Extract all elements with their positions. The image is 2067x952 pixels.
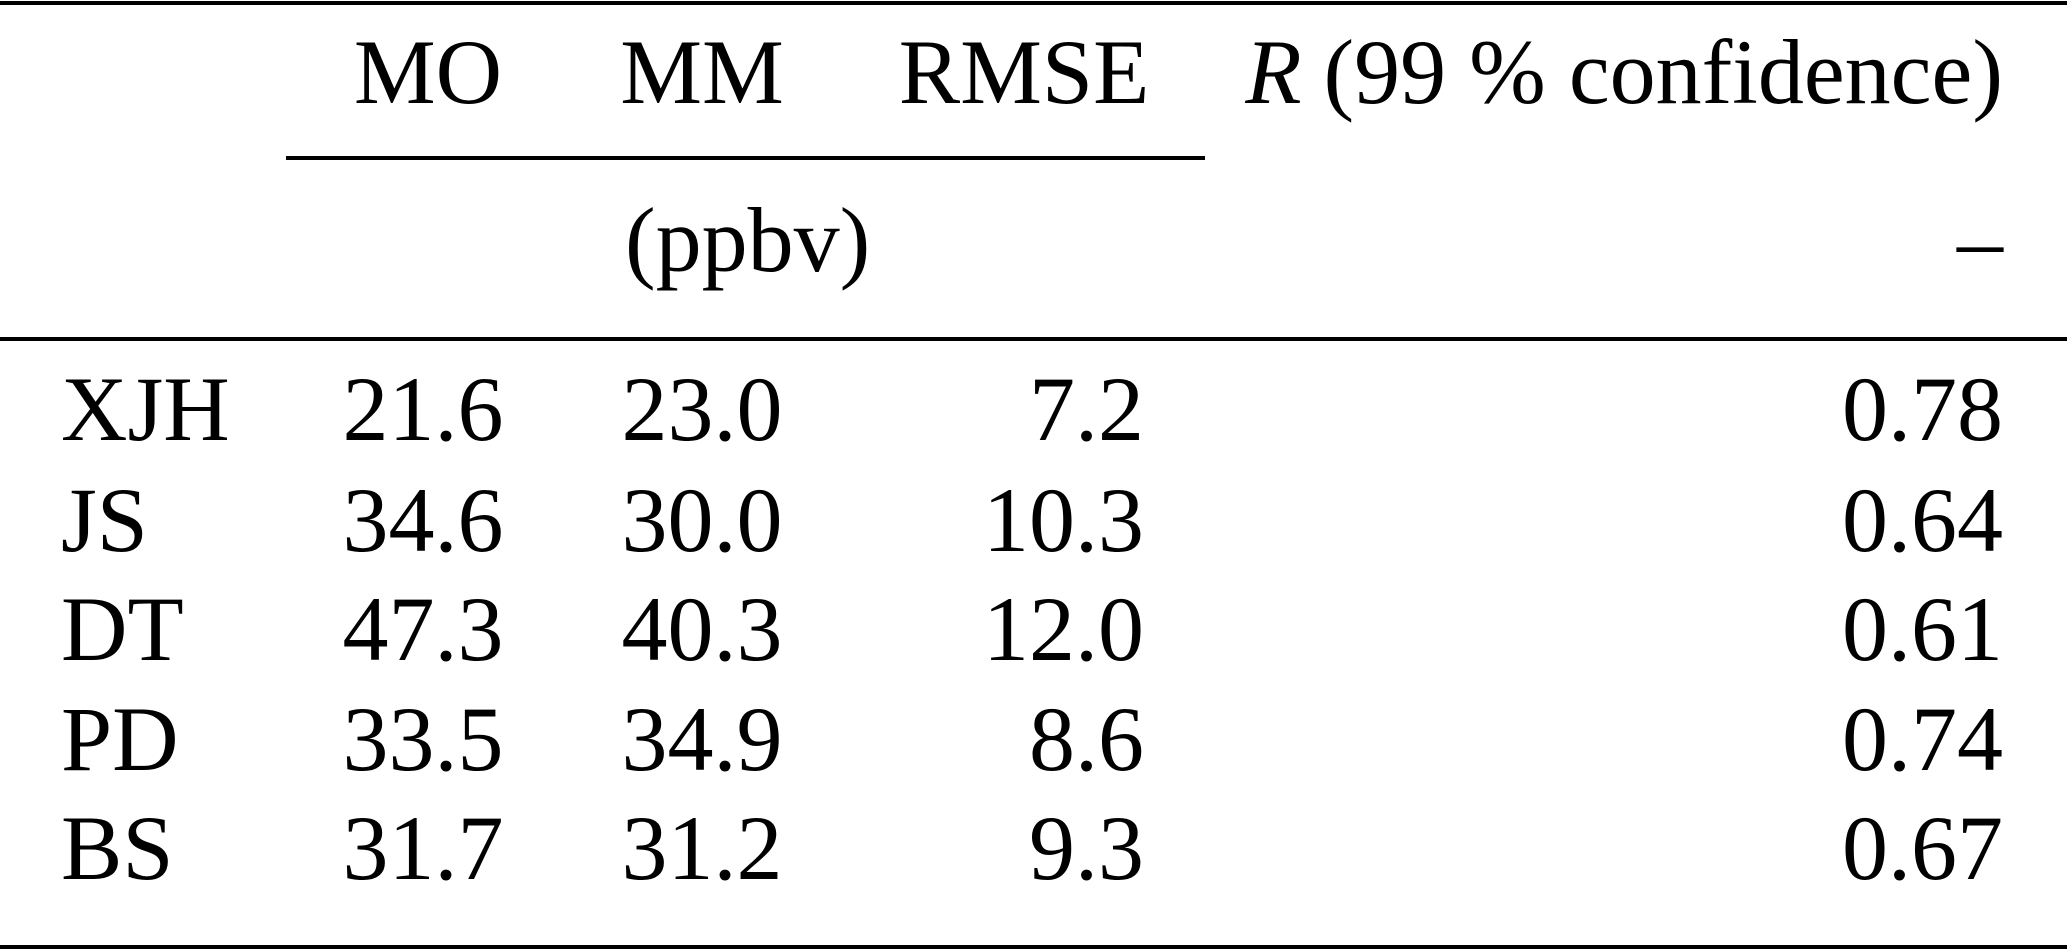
cell: 34.9 <box>622 688 783 790</box>
cell: 8.6 <box>1029 688 1144 790</box>
cell: 0.78 <box>1842 358 2003 460</box>
cell: 0.61 <box>1842 578 2003 680</box>
cell: 34.6 <box>343 469 504 571</box>
cell: 9.3 <box>1029 797 1144 899</box>
cell: 40.3 <box>622 578 783 680</box>
cell: 47.3 <box>343 578 504 680</box>
cell: 0.67 <box>1842 797 2003 899</box>
row-label: JS <box>61 469 148 571</box>
row-label: DT <box>61 578 184 680</box>
cell: 21.6 <box>343 358 504 460</box>
column-header: MM <box>620 21 784 123</box>
cell: 7.2 <box>1029 358 1144 460</box>
r-suffix: (99 % confidence) <box>1324 21 2003 123</box>
cell: 30.0 <box>622 469 783 571</box>
r-header: R (99 % confidence) <box>1244 21 2003 123</box>
unit-label: – <box>1956 189 2004 291</box>
r-symbol: R <box>1244 21 1301 123</box>
cell: 33.5 <box>343 688 504 790</box>
cell: 0.74 <box>1842 688 2003 790</box>
cell: 31.7 <box>343 797 504 899</box>
cell: 0.64 <box>1842 469 2003 571</box>
column-header: RMSE <box>899 21 1150 123</box>
cell: 23.0 <box>622 358 783 460</box>
cell: 31.2 <box>622 797 783 899</box>
row-label: XJH <box>61 358 230 460</box>
unit-label: (ppbv) <box>625 189 870 291</box>
row-label: PD <box>61 688 179 790</box>
cell: 10.3 <box>983 469 1144 571</box>
column-header: MO <box>354 21 502 123</box>
row-label: BS <box>61 797 174 899</box>
cell: 12.0 <box>983 578 1144 680</box>
